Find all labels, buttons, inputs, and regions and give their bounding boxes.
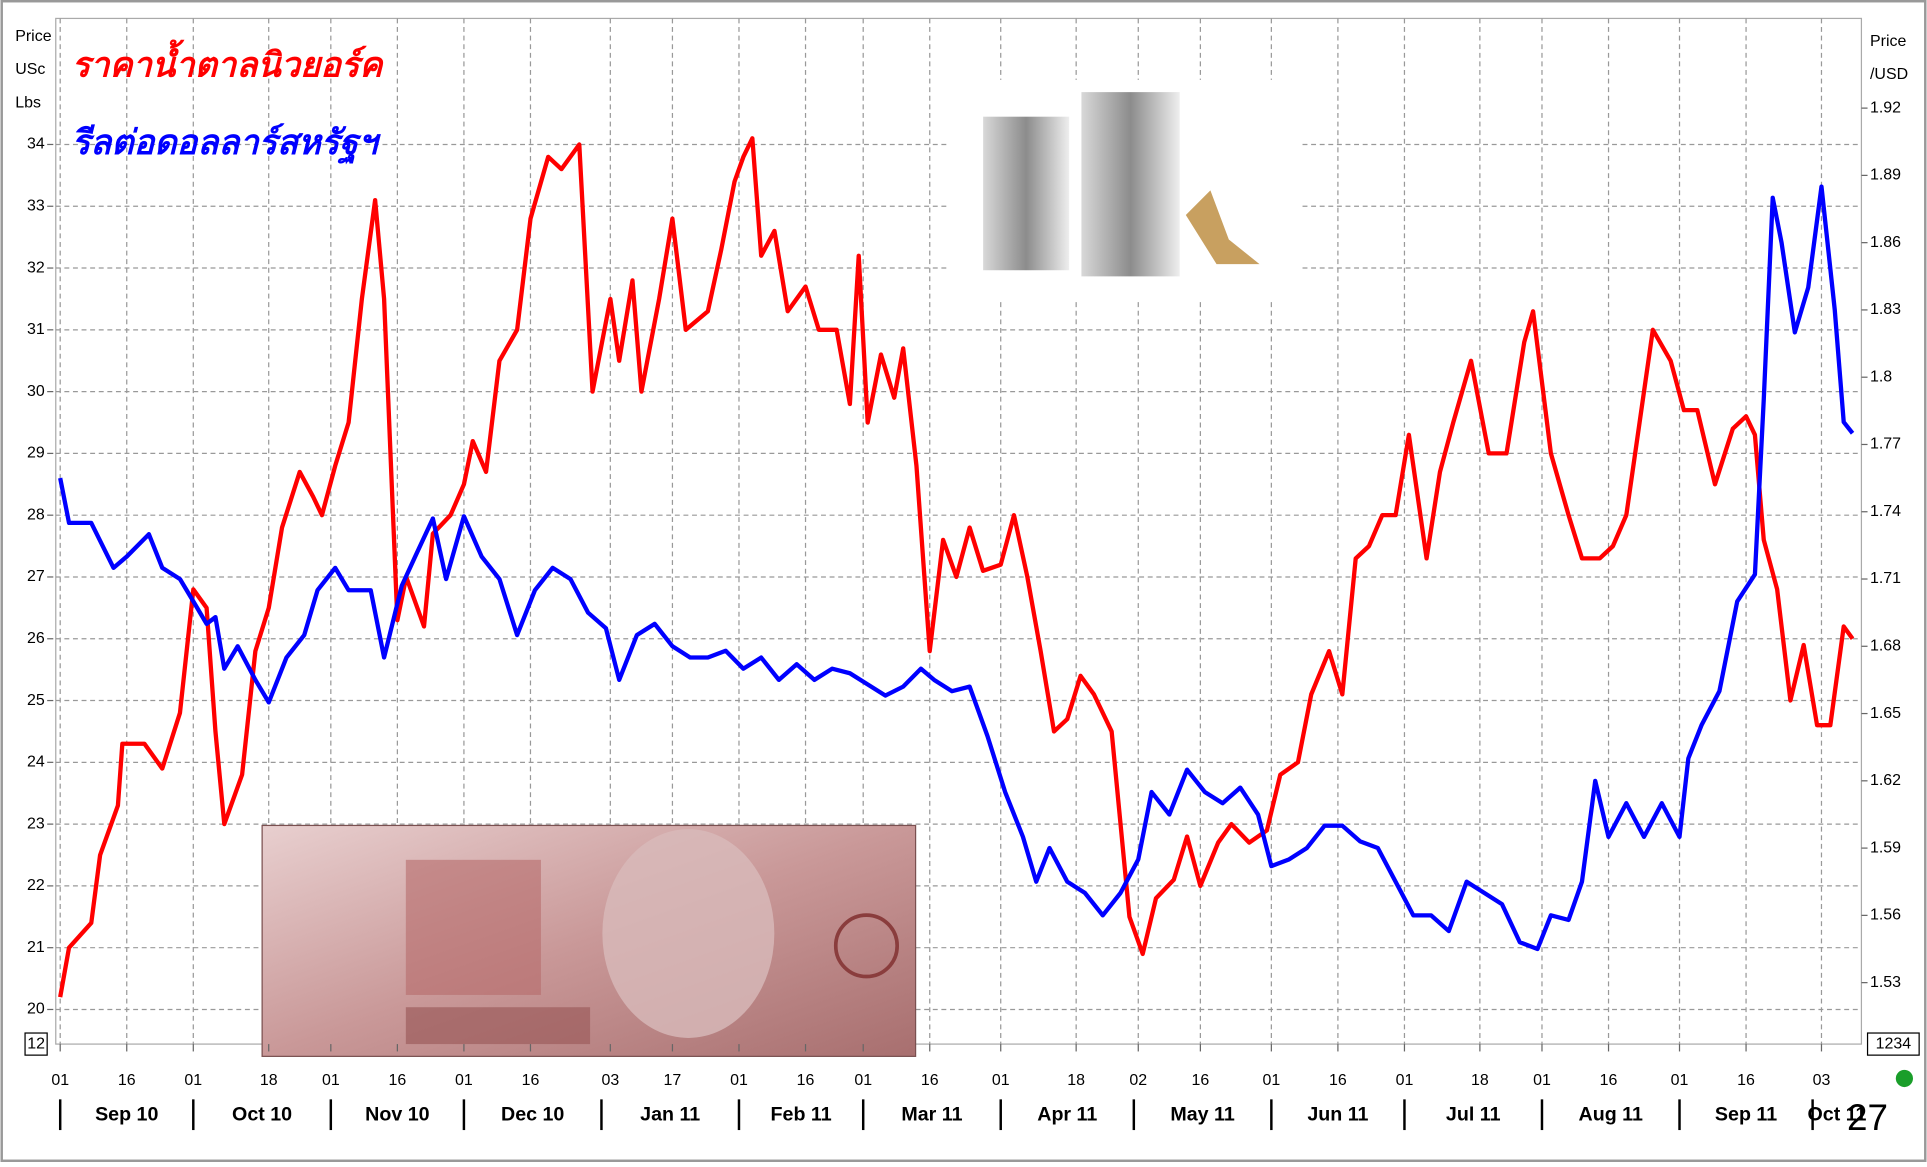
x-tick-label: 17 [664,1072,682,1089]
x-tick-label: 18 [260,1072,278,1089]
y-axis-label: Price [15,28,51,45]
y2-tick-label: 1.68 [1870,638,1901,655]
x-tick-label: 18 [1471,1072,1489,1089]
y-axis-label: Lbs [15,94,41,111]
y-tick-label: 23 [27,815,45,832]
status-dot [1896,1070,1913,1087]
y-tick-label: 33 [27,197,45,214]
y-tick-label: 26 [27,630,45,647]
x-tick-label: 01 [322,1072,340,1089]
x-tick-label: 01 [854,1072,872,1089]
y-tick-label: 27 [27,568,45,585]
month-label: Aug 11 [1579,1104,1643,1126]
x-tick-label: 16 [118,1072,136,1089]
banknote-image [262,825,915,1056]
y-tick-label: 22 [27,877,45,894]
month-label: Mar 11 [901,1104,962,1126]
y-tick-label: 29 [27,445,45,462]
month-label: May 11 [1170,1104,1235,1126]
y2-tick-label: 1.83 [1870,301,1901,318]
month-label: Sep 10 [95,1104,158,1126]
y2-axis-label: Price [1870,33,1906,50]
y2-tick-label: 1.71 [1870,570,1901,587]
y2-tick-label: 1.65 [1870,705,1901,722]
left-box-label: 12 [27,1035,45,1052]
x-tick-label: 16 [1329,1072,1347,1089]
y-tick-label: 32 [27,259,45,276]
legend-entry: รีลต่อดอลลาร์สหรัฐฯ [72,123,381,165]
y-tick-label: 20 [27,1001,45,1018]
month-label: Feb 11 [771,1104,832,1126]
y2-tick-label: 1.77 [1870,436,1901,453]
x-tick-label: 01 [51,1072,69,1089]
right-box-label: 1234 [1876,1035,1912,1052]
currency-image [949,80,1303,301]
chart: 27 2021222324252627282930313233341.531.5… [0,0,1927,1162]
x-tick-label: 01 [1533,1072,1551,1089]
month-label: Jun 11 [1307,1104,1368,1126]
y2-tick-label: 1.56 [1870,907,1901,924]
month-label: Jul 11 [1446,1104,1501,1126]
x-tick-label: 16 [1737,1072,1755,1089]
month-label: Jan 11 [640,1104,700,1126]
month-label: Oct 10 [232,1104,292,1126]
y-tick-label: 30 [27,383,45,400]
y2-tick-label: 1.92 [1870,99,1901,116]
month-label: Nov 10 [365,1104,429,1126]
x-tick-label: 01 [184,1072,202,1089]
y2-tick-label: 1.86 [1870,234,1901,251]
y2-axis-label: /USD [1870,66,1908,83]
x-tick-label: 16 [522,1072,540,1089]
x-tick-label: 01 [1671,1072,1689,1089]
y-tick-label: 25 [27,692,45,709]
month-label: Apr 11 [1037,1104,1097,1126]
month-label: Sep 11 [1715,1104,1777,1126]
x-tick-label: 18 [1067,1072,1085,1089]
x-tick-label: 01 [1396,1072,1414,1089]
month-label: Oct 11 [1808,1104,1867,1126]
x-tick-label: 03 [601,1072,619,1089]
y2-tick-label: 1.74 [1870,503,1901,520]
x-tick-label: 01 [992,1072,1010,1089]
legend-entry: ราคาน้ำตาลนิวยอร์ค [72,40,385,85]
x-tick-label: 02 [1129,1072,1147,1089]
x-tick-label: 16 [1600,1072,1618,1089]
x-tick-label: 16 [1191,1072,1209,1089]
month-label: Dec 10 [501,1104,564,1126]
y-tick-label: 28 [27,506,45,523]
x-tick-label: 01 [730,1072,748,1089]
y2-tick-label: 1.89 [1870,167,1901,184]
page: 27 2021222324252627282930313233341.531.5… [0,0,1927,1167]
y2-tick-label: 1.8 [1870,368,1892,385]
y2-tick-label: 1.53 [1870,974,1901,991]
y-tick-label: 21 [27,939,45,956]
x-tick-label: 16 [921,1072,939,1089]
x-tick-label: 01 [1262,1072,1280,1089]
x-tick-label: 16 [797,1072,815,1089]
x-tick-label: 16 [388,1072,406,1089]
x-tick-label: 01 [455,1072,473,1089]
x-tick-label: 03 [1813,1072,1831,1089]
y2-tick-label: 1.62 [1870,772,1901,789]
y2-tick-label: 1.59 [1870,839,1901,856]
y-axis-label: USc [15,61,45,78]
y-tick-label: 34 [27,136,45,153]
y-tick-label: 24 [27,754,45,771]
y-tick-label: 31 [27,321,45,338]
